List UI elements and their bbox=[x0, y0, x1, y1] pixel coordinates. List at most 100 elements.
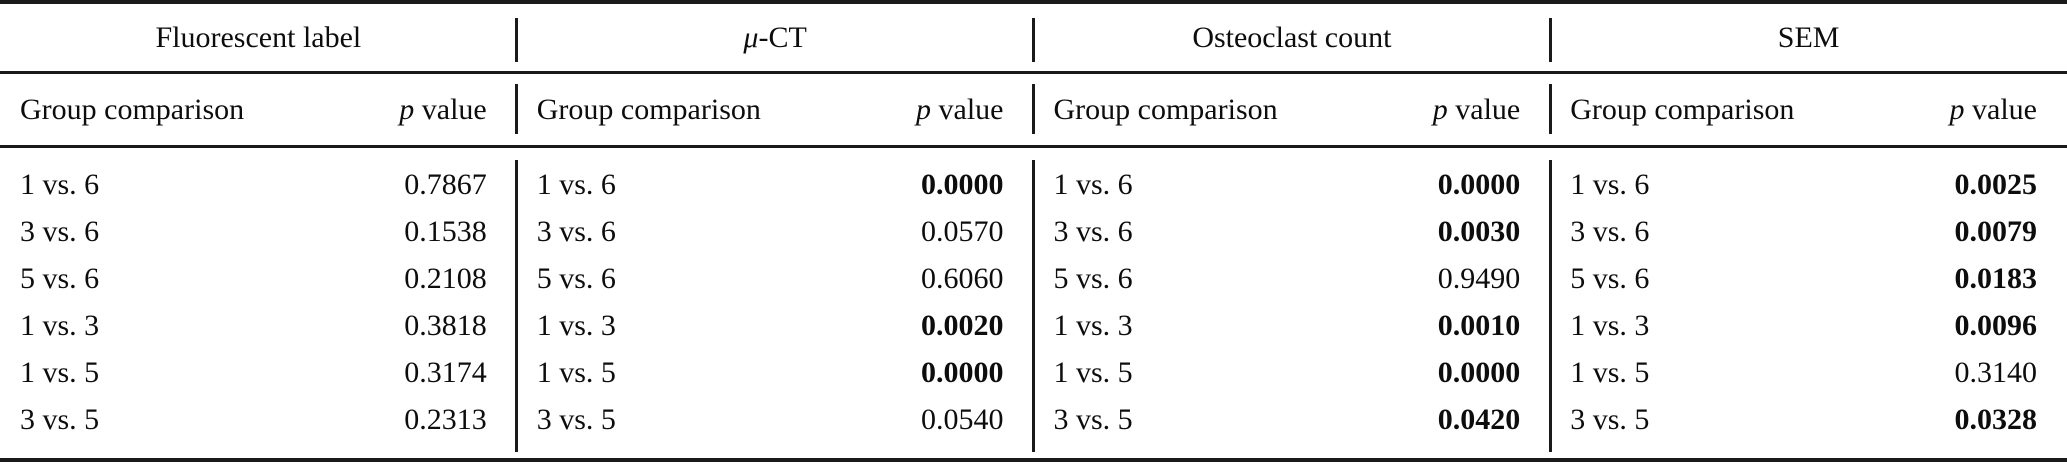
p-value-header: p value bbox=[1949, 92, 2037, 126]
group-body-sem: 1 vs. 6 0.0025 3 vs. 6 0.0079 5 vs. 6 0.… bbox=[1550, 148, 2067, 458]
comparison-cell: 5 vs. 6 bbox=[536, 261, 616, 295]
vertical-separator bbox=[515, 84, 519, 134]
p-value-cell: 0.0000 bbox=[921, 167, 1004, 201]
vertical-separator bbox=[1032, 160, 1035, 452]
group-title-osteoclast-count: Osteoclast count bbox=[1034, 4, 1551, 71]
p-value-cell: 0.0000 bbox=[1437, 355, 1521, 389]
vertical-separator bbox=[515, 160, 519, 452]
p-value-cell: 0.0030 bbox=[1437, 214, 1521, 248]
comparison-cell: 1 vs. 6 bbox=[20, 167, 100, 201]
horizontal-rule-top bbox=[0, 0, 2067, 4]
group-comparison-header: Group comparison bbox=[20, 92, 245, 126]
p-value-cell: 0.0183 bbox=[1954, 261, 2038, 295]
group-title-micro-ct: μ-CT bbox=[517, 4, 1034, 71]
table-row: 3 vs. 5 0.0328 bbox=[1570, 396, 2037, 443]
horizontal-rule-under-headers bbox=[0, 145, 2067, 148]
table-row: 3 vs. 5 0.2313 bbox=[20, 396, 487, 443]
vertical-separator bbox=[1548, 84, 1552, 134]
horizontal-rule-under-titles bbox=[0, 71, 2067, 74]
table-row: 3 vs. 5 0.0540 bbox=[537, 396, 1004, 443]
p-value-cell: 0.3174 bbox=[404, 355, 487, 389]
vertical-separator bbox=[1548, 160, 1552, 452]
comparison-cell: 1 vs. 5 bbox=[20, 355, 100, 389]
group-title-text: -CT bbox=[758, 20, 807, 54]
comparison-cell: 1 vs. 6 bbox=[1570, 167, 1650, 201]
group-title-sem: SEM bbox=[1550, 4, 2067, 71]
group-comparison-header: Group comparison bbox=[1570, 92, 1795, 126]
p-value-cell: 0.0025 bbox=[1954, 167, 2038, 201]
table-row: 1 vs. 3 0.3818 bbox=[20, 302, 487, 349]
group-body-fluorescent-label: 1 vs. 6 0.7867 3 vs. 6 0.1538 5 vs. 6 0.… bbox=[0, 148, 517, 458]
table-row: 1 vs. 3 0.0096 bbox=[1570, 302, 2037, 349]
column-headers-group-3: Group comparison p value bbox=[1550, 74, 2067, 145]
p-value-cell: 0.3818 bbox=[404, 308, 487, 342]
column-headers-group-2: Group comparison p value bbox=[1034, 74, 1551, 145]
group-title-text: SEM bbox=[1777, 20, 1840, 54]
table-row: 1 vs. 5 0.3140 bbox=[1570, 349, 2037, 396]
p-value-cell: 0.0079 bbox=[1954, 214, 2038, 248]
group-title-fluorescent-label: Fluorescent label bbox=[0, 4, 517, 71]
p-value-cell: 0.2313 bbox=[404, 402, 487, 436]
p-value-header: p value bbox=[1432, 92, 1521, 126]
p-value-cell: 0.0000 bbox=[1437, 167, 1521, 201]
p-value-cell: 0.0096 bbox=[1954, 308, 2038, 342]
table-row: 1 vs. 6 0.0025 bbox=[1570, 161, 2037, 208]
comparison-cell: 3 vs. 6 bbox=[1053, 214, 1133, 248]
comparison-cell: 3 vs. 5 bbox=[536, 402, 616, 436]
table-row: 1 vs. 6 0.7867 bbox=[20, 161, 487, 208]
table-row: 3 vs. 6 0.0030 bbox=[1054, 208, 1521, 255]
comparison-cell: 1 vs. 5 bbox=[1053, 355, 1133, 389]
table-row: 5 vs. 6 0.2108 bbox=[20, 255, 487, 302]
comparison-cell: 3 vs. 5 bbox=[1053, 402, 1133, 436]
table-row: 3 vs. 6 0.0570 bbox=[537, 208, 1004, 255]
p-value-cell: 0.0010 bbox=[1437, 308, 1521, 342]
column-header-row: Group comparison p value Group compariso… bbox=[0, 74, 2067, 145]
comparison-cell: 5 vs. 6 bbox=[1053, 261, 1133, 295]
p-value-cell: 0.9490 bbox=[1437, 261, 1521, 295]
group-title-row: Fluorescent label μ-CT Osteoclast count … bbox=[0, 4, 2067, 71]
table-row: 3 vs. 5 0.0420 bbox=[1054, 396, 1521, 443]
comparison-cell: 3 vs. 6 bbox=[1570, 214, 1650, 248]
p-value-cell: 0.0420 bbox=[1437, 402, 1521, 436]
comparison-cell: 3 vs. 5 bbox=[1570, 402, 1650, 436]
table-row: 5 vs. 6 0.9490 bbox=[1054, 255, 1521, 302]
p-value-cell: 0.6060 bbox=[921, 261, 1004, 295]
comparison-cell: 1 vs. 5 bbox=[1570, 355, 1650, 389]
p-value-cell: 0.0020 bbox=[921, 308, 1004, 342]
comparison-cell: 5 vs. 6 bbox=[20, 261, 100, 295]
p-value-cell: 0.7867 bbox=[404, 167, 487, 201]
vertical-separator bbox=[1032, 84, 1035, 134]
group-body-osteoclast-count: 1 vs. 6 0.0000 3 vs. 6 0.0030 5 vs. 6 0.… bbox=[1034, 148, 1551, 458]
table-row: 1 vs. 5 0.0000 bbox=[1054, 349, 1521, 396]
comparison-cell: 1 vs. 6 bbox=[536, 167, 616, 201]
horizontal-rule-bottom bbox=[0, 458, 2067, 462]
comparison-cell: 3 vs. 6 bbox=[536, 214, 616, 248]
table-row: 3 vs. 6 0.0079 bbox=[1570, 208, 2037, 255]
group-title-text: Fluorescent label bbox=[155, 20, 362, 54]
comparison-cell: 3 vs. 5 bbox=[20, 402, 100, 436]
comparison-cell: 1 vs. 6 bbox=[1053, 167, 1133, 201]
p-value-cell: 0.0540 bbox=[921, 402, 1004, 436]
group-comparison-header: Group comparison bbox=[1053, 92, 1278, 126]
p-value-cell: 0.3140 bbox=[1954, 355, 2038, 389]
table-row: 1 vs. 5 0.0000 bbox=[537, 349, 1004, 396]
table-row: 1 vs. 3 0.0020 bbox=[537, 302, 1004, 349]
table-row: 1 vs. 3 0.0010 bbox=[1054, 302, 1521, 349]
p-value-cell: 0.1538 bbox=[404, 214, 487, 248]
p-value-header: p value bbox=[916, 92, 1004, 126]
comparison-cell: 1 vs. 3 bbox=[1053, 308, 1133, 342]
table-row: 5 vs. 6 0.6060 bbox=[537, 255, 1004, 302]
column-headers-group-1: Group comparison p value bbox=[517, 74, 1034, 145]
p-value-cell: 0.0328 bbox=[1954, 402, 2038, 436]
comparison-cell: 1 vs. 5 bbox=[536, 355, 616, 389]
comparison-cell: 5 vs. 6 bbox=[1570, 261, 1650, 295]
comparison-cell: 1 vs. 3 bbox=[20, 308, 100, 342]
group-title-text: Osteoclast count bbox=[1192, 20, 1392, 54]
table-row: 1 vs. 6 0.0000 bbox=[537, 161, 1004, 208]
table-row: 5 vs. 6 0.0183 bbox=[1570, 255, 2037, 302]
group-comparison-header: Group comparison bbox=[536, 92, 761, 126]
comparison-cell: 3 vs. 6 bbox=[20, 214, 100, 248]
table-row: 3 vs. 6 0.1538 bbox=[20, 208, 487, 255]
table-row: 1 vs. 5 0.3174 bbox=[20, 349, 487, 396]
